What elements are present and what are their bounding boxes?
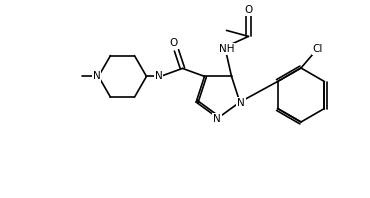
Text: N: N [213, 114, 221, 124]
Text: N: N [237, 98, 245, 108]
Text: N: N [155, 71, 162, 81]
Text: Cl: Cl [313, 44, 323, 54]
Text: O: O [169, 38, 178, 48]
Text: N: N [92, 71, 100, 81]
Text: NH: NH [219, 44, 234, 54]
Text: O: O [245, 5, 253, 15]
